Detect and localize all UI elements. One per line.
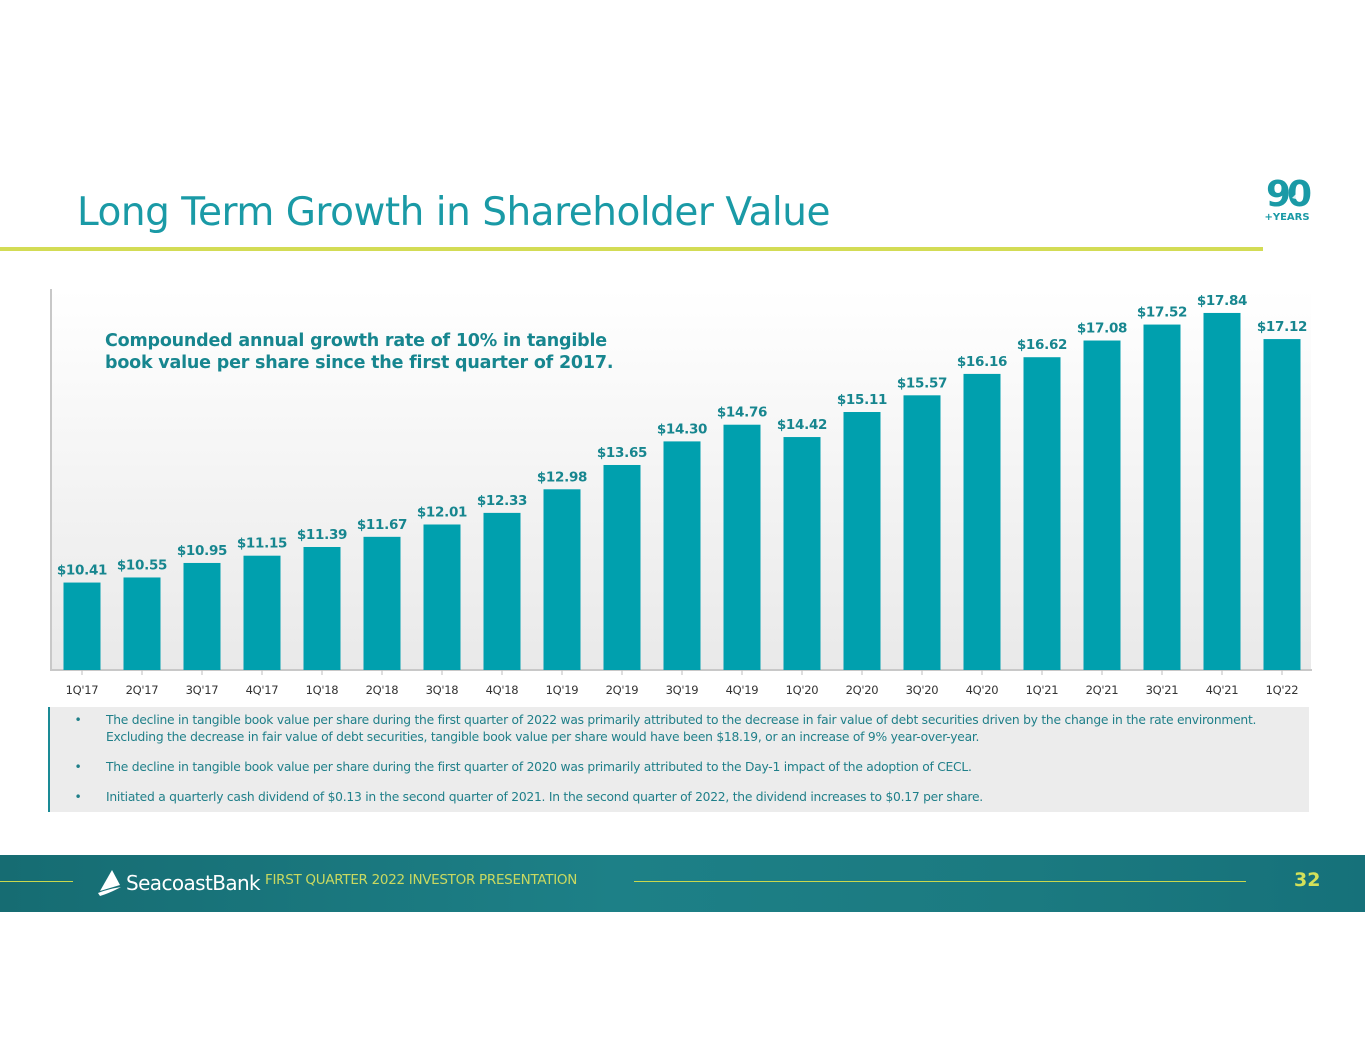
callout-line-2: book value per share since the first qua… [105,353,614,373]
bullet-icon: • [74,713,82,727]
x-tick-label: 4Q'21 [1206,683,1239,697]
ninety-years-logo: 90 +YEARS [1264,174,1312,223]
bar-1Q'21 [1023,357,1061,670]
bar-2Q'18 [363,536,401,670]
bar-1Q'22 [1263,339,1301,670]
x-tick-label: 3Q'18 [426,683,459,697]
bar-4Q'21 [1203,312,1241,670]
page-number: 32 [1294,869,1321,891]
x-tick-label: 1Q'21 [1026,683,1059,697]
x-tick-label: 4Q'20 [966,683,999,697]
data-label: $12.33 [477,493,527,509]
data-label: $17.84 [1197,293,1247,309]
data-label: $17.08 [1077,321,1127,337]
bar-2Q'21 [1083,340,1121,670]
x-tick-label: 2Q'19 [606,683,639,697]
x-tick-label: 3Q'21 [1146,683,1179,697]
bar-3Q'21 [1143,324,1181,670]
x-tick-label: 3Q'20 [906,683,939,697]
data-label: $14.76 [717,405,767,421]
data-label: $13.65 [597,445,647,461]
bar-2Q'19 [603,464,641,670]
bar-2Q'20 [843,412,881,670]
data-label: $10.55 [117,557,167,573]
footer-rule-left [0,881,73,882]
data-label: $16.16 [957,354,1007,370]
cagr-callout: Compounded annual growth rate of 10% in … [105,330,614,374]
x-tick-label: 4Q'18 [486,683,519,697]
x-tick-label: 1Q'22 [1266,683,1299,697]
note-text: The decline in tangible book value per s… [106,713,1257,744]
slide-title: Long Term Growth in Shareholder Value [77,190,830,235]
data-label: $11.15 [237,536,287,552]
logo-number: 90 [1266,174,1311,215]
footer-bar: SeacoastBank FIRST QUARTER 2022 INVESTOR… [0,855,1365,912]
bar-4Q'19 [723,424,761,670]
note-item: • The decline in tangible book value per… [74,712,1276,746]
data-label: $11.39 [297,527,347,543]
data-label: $10.95 [177,543,227,559]
x-tick-label: 2Q'21 [1086,683,1119,697]
note-item: • Initiated a quarterly cash dividend of… [74,789,1276,806]
bullet-icon: • [74,790,82,804]
bar-3Q'18 [423,524,461,670]
bullet-icon: • [74,760,82,774]
x-tick-label: 1Q'19 [546,683,579,697]
note-item: • The decline in tangible book value per… [74,759,1276,776]
bar-1Q'20 [783,437,821,670]
x-tick-label: 1Q'20 [786,683,819,697]
bar-3Q'19 [663,441,701,670]
callout-line-1: Compounded annual growth rate of 10% in … [105,331,607,351]
presentation-title: FIRST QUARTER 2022 INVESTOR PRESENTATION [265,872,578,888]
seacoast-bank-logo: SeacoastBank [96,867,261,899]
data-label: $12.01 [417,504,467,520]
x-tick-label: 3Q'19 [666,683,699,697]
bar-1Q'19 [543,489,581,670]
data-label: $14.30 [657,421,707,437]
data-label: $17.12 [1257,319,1307,335]
footer-rule-right [634,881,1246,882]
data-label: $17.52 [1137,305,1187,321]
note-text: Initiated a quarterly cash dividend of $… [106,790,983,804]
x-tick-label: 2Q'18 [366,683,399,697]
x-tick-label: 4Q'17 [246,683,279,697]
x-tick-label: 1Q'18 [306,683,339,697]
data-label: $15.57 [897,375,947,391]
bar-2Q'17 [123,577,161,670]
bar-4Q'20 [963,373,1001,670]
data-label: $14.42 [777,417,827,433]
x-tick-label: 4Q'19 [726,683,759,697]
data-label: $10.41 [57,563,107,579]
bar-chart: $10.41 1Q'17 $10.55 2Q'17 $10.95 3Q'17 $11.15 4… [48,289,1313,701]
data-label: $16.62 [1017,337,1067,353]
brand-name: SeacoastBank [126,871,261,895]
data-label: $12.98 [537,469,587,485]
bar-4Q'17 [243,555,281,670]
x-tick-label: 3Q'17 [186,683,219,697]
x-tick-label: 2Q'17 [126,683,159,697]
notes-box: • The decline in tangible book value per… [48,707,1309,812]
note-text: The decline in tangible book value per s… [106,760,972,774]
bar-4Q'18 [483,512,521,670]
y-axis-line [50,289,52,671]
logo-caption: +YEARS [1264,212,1309,223]
sail-icon [98,870,121,896]
data-label: $11.67 [357,517,407,533]
data-label: $15.11 [837,392,887,408]
x-tick-label: 1Q'17 [66,683,99,697]
bar-1Q'18 [303,546,341,670]
title-underline [0,247,1263,251]
bar-3Q'17 [183,562,221,670]
x-tick-label: 2Q'20 [846,683,879,697]
chart-svg: $10.41 1Q'17 $10.55 2Q'17 $10.95 3Q'17 $11.15 4… [57,293,1308,697]
bar-1Q'17 [63,582,101,670]
bar-3Q'20 [903,395,941,670]
